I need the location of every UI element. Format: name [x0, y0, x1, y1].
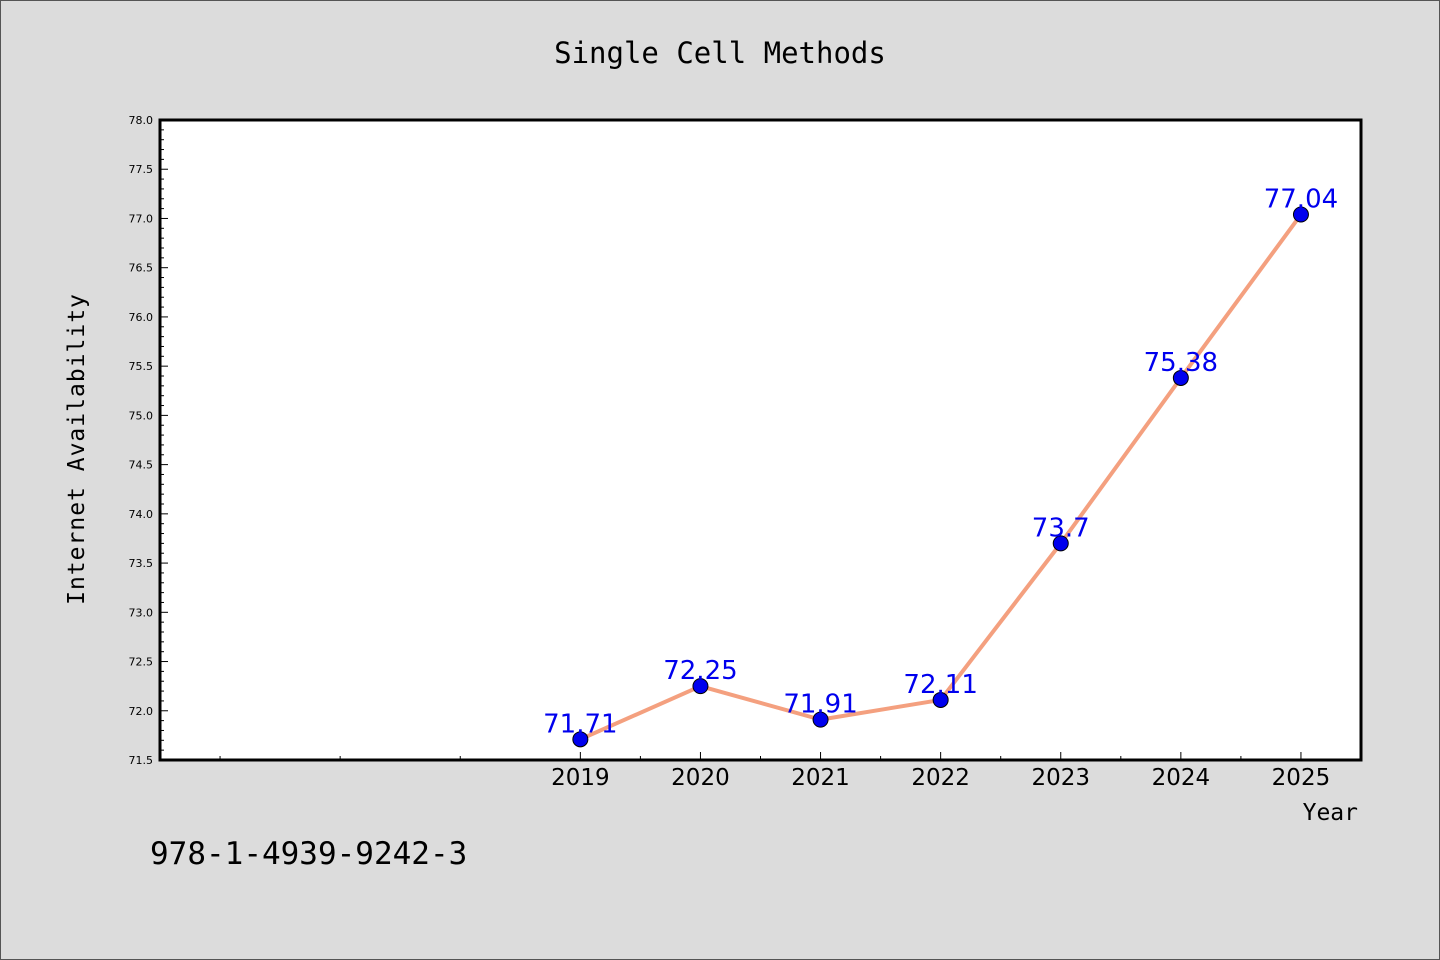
y-tick-label: 77.5 [129, 163, 154, 176]
y-tick-label: 72.5 [129, 656, 154, 669]
plot-border [158, 118, 1363, 762]
data-label: 77.04 [1264, 185, 1338, 215]
x-tick-label: 2022 [911, 765, 970, 791]
data-label: 73.7 [1032, 513, 1090, 543]
y-tick-label: 73.5 [129, 557, 154, 570]
y-axis-ticks: 71.5 72.0 72.5 73.0 73.5 74.0 74.5 75.0 75.5 76.0… [129, 114, 168, 767]
x-tick-label: 2020 [671, 765, 730, 791]
data-label: 75.38 [1144, 348, 1218, 378]
isbn-text: 978-1-4939-9242-3 [150, 836, 467, 872]
y-tick-label: 76.0 [129, 311, 154, 324]
data-point [572, 731, 589, 748]
data-point [1172, 369, 1189, 386]
y-tick-label: 72.0 [129, 705, 154, 718]
x-tick-label: 2021 [791, 765, 850, 791]
data-label: 71.71 [543, 709, 617, 739]
y-tick-label: 75.5 [129, 360, 154, 373]
x-tick-label: 2025 [1272, 765, 1331, 791]
y-tick-label: 78.0 [129, 114, 154, 127]
data-label: 72.11 [903, 670, 977, 700]
data-point [812, 711, 829, 728]
x-tick-label: 2019 [551, 765, 610, 791]
data-labels: 71.71 72.25 71.91 72.11 73.7 75.38 77.04 [543, 185, 1338, 740]
x-tick-label: 2024 [1152, 765, 1211, 791]
y-tick-label: 71.5 [129, 754, 154, 767]
data-label: 71.91 [783, 690, 857, 720]
y-tick-label: 77.0 [129, 212, 154, 225]
data-label: 72.25 [663, 656, 737, 686]
data-point [932, 691, 949, 708]
x-axis-label: Year [1303, 800, 1358, 826]
y-axis-label: Internet Availability [64, 293, 90, 605]
x-tick-label: 2023 [1031, 765, 1090, 791]
y-tick-label: 73.0 [129, 606, 154, 619]
y-tick-label: 76.5 [129, 262, 154, 275]
data-point [1292, 206, 1309, 223]
y-tick-label: 74.5 [129, 459, 154, 472]
plot-area [160, 120, 1361, 760]
data-point [1052, 535, 1069, 552]
x-axis-ticks: 2019 2020 2021 2022 2023 2024 2025 [219, 752, 1362, 791]
y-tick-label: 75.0 [129, 409, 154, 422]
series-group [572, 206, 1309, 748]
chart-title: Single Cell Methods [554, 36, 886, 70]
data-point [692, 678, 709, 695]
y-tick-label: 74.0 [129, 508, 154, 521]
